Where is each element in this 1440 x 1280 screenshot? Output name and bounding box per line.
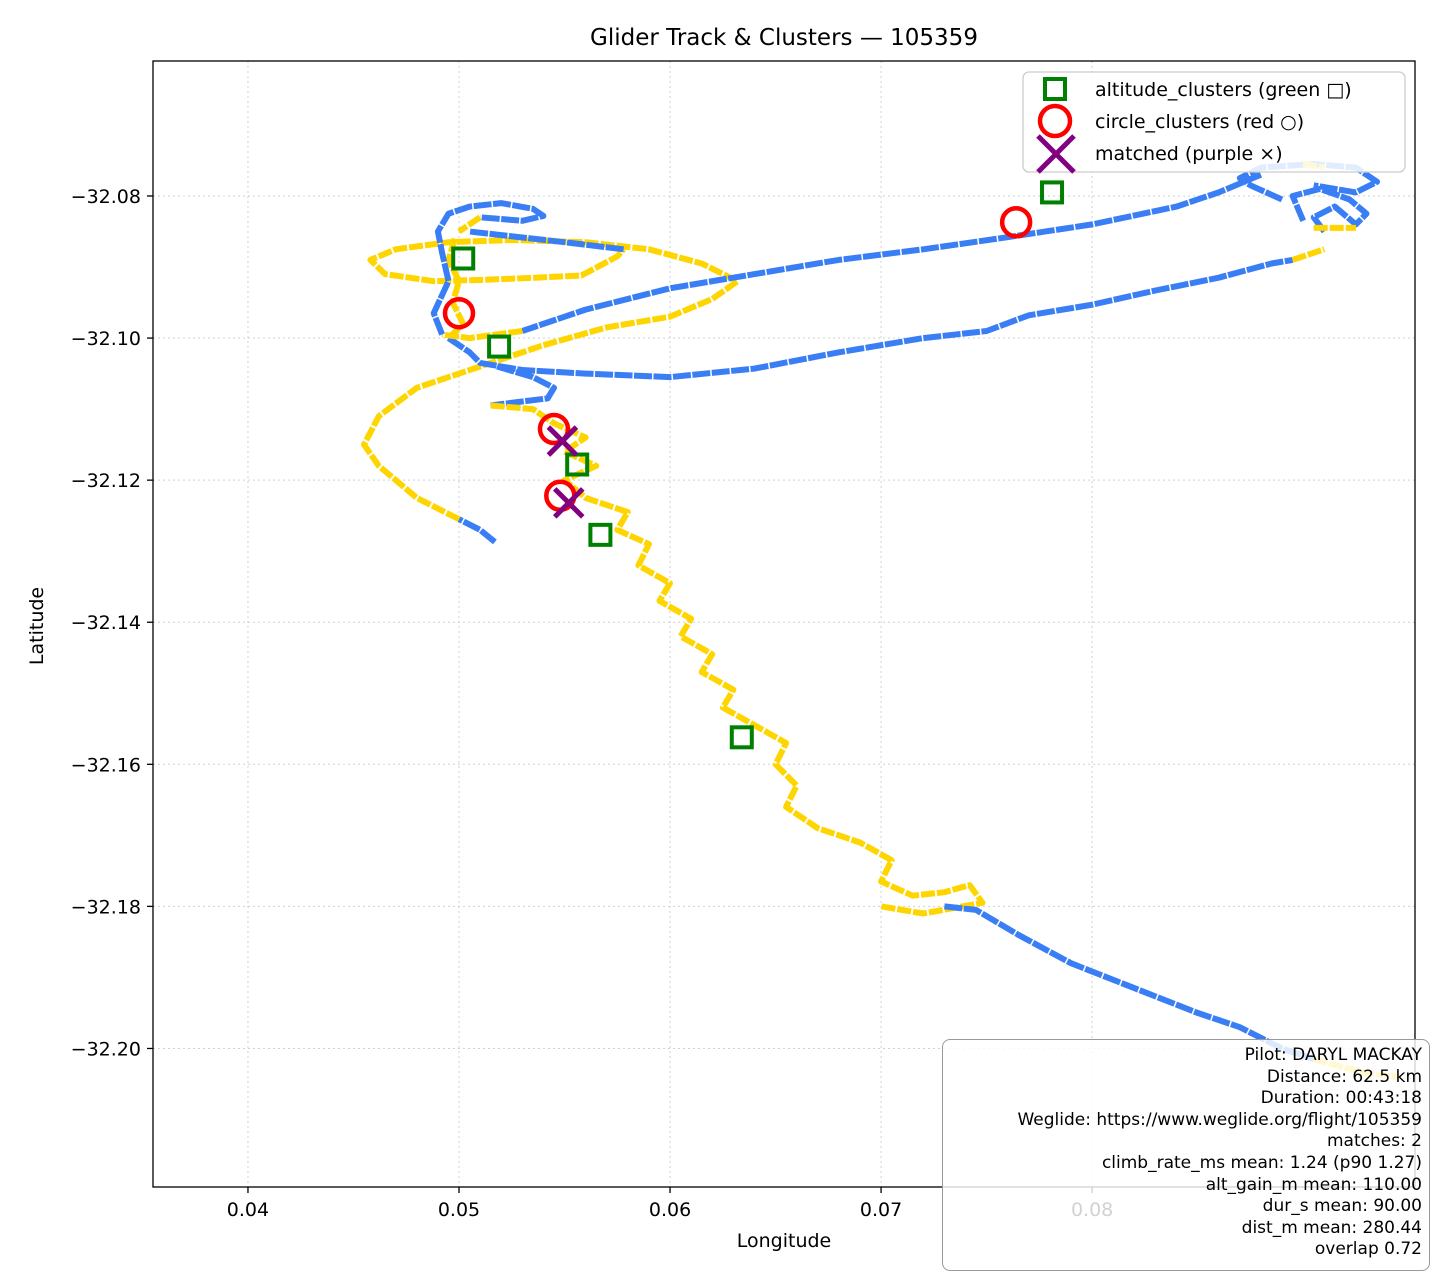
altitude-cluster-legend-marker <box>1043 77 1067 101</box>
x-tick-label: 0.04 <box>227 1199 269 1221</box>
cruise-track-segment <box>457 516 497 545</box>
stats-overlap: overlap 0.72 <box>1314 1239 1422 1260</box>
plot-frame <box>152 60 1416 1188</box>
y-tick-label: −32.14 <box>71 612 141 634</box>
altitude-cluster-marker <box>565 452 590 477</box>
cruise-track-segment <box>469 228 624 253</box>
altitude-cluster-marker <box>487 334 512 359</box>
matched-legend-marker <box>1036 134 1076 174</box>
stats-distance: Distance: 62.5 km <box>1266 1066 1422 1087</box>
flight-stats-box: Pilot: DARYL MACKAY Distance: 62.5 km Du… <box>942 1039 1430 1271</box>
cruise-track-segment <box>521 171 1263 334</box>
y-tick-label: −32.16 <box>71 754 141 776</box>
stats-duration: Duration: 00:43:18 <box>1260 1088 1422 1109</box>
altitude-cluster-marker <box>588 522 613 547</box>
cruise-track-segment <box>490 363 557 409</box>
y-tick-label: −32.12 <box>71 470 141 492</box>
climb-track-segment <box>457 214 482 234</box>
cruise-track-segment <box>1289 185 1370 234</box>
circle-cluster-legend-marker <box>1037 103 1073 139</box>
climb-track-segment <box>445 237 467 341</box>
x-tick-label: 0.05 <box>438 1199 480 1221</box>
altitude-cluster-marker <box>451 246 476 271</box>
legend-box <box>1022 71 1406 173</box>
climb-track-segment <box>361 237 741 522</box>
legend: altitude_clusters (green □) circle_clust… <box>1022 71 1406 174</box>
y-tick-label: −32.10 <box>71 328 141 350</box>
x-tick-label: 0.06 <box>649 1199 691 1221</box>
matched-marker <box>546 425 579 457</box>
cluster-markers <box>442 180 1065 750</box>
altitude-cluster-marker <box>1040 180 1065 205</box>
climb-track-segment <box>441 328 523 342</box>
stats-distance-mean: dist_m mean: 280.44 <box>1241 1217 1422 1238</box>
circle-cluster-marker <box>999 206 1033 239</box>
altitude-cluster-marker <box>729 725 754 750</box>
legend-label-altitude-clusters: altitude_clusters (green □) <box>1095 79 1352 101</box>
climb-track-segment <box>1291 246 1326 263</box>
legend-label-circle-clusters: circle_clusters (red ○) <box>1095 111 1304 133</box>
y-tick-label: −32.20 <box>71 1038 141 1060</box>
y-tick-label: −32.18 <box>71 896 141 918</box>
stats-climb-rate: climb_rate_ms mean: 1.24 (p90 1.27) <box>1101 1152 1422 1173</box>
stats-alt-gain: alt_gain_m mean: 110.00 <box>1205 1174 1422 1195</box>
y-tick-label: −32.08 <box>71 186 141 208</box>
y-axis-label: Latitude <box>26 587 48 665</box>
x-axis-label: Longitude <box>737 1230 832 1252</box>
cruise-track-segment <box>430 200 547 336</box>
cruise-track-segment <box>944 903 1315 1062</box>
stats-weglide-link: Weglide: https://www.weglide.org/flight/… <box>1017 1109 1422 1130</box>
gridlines <box>153 61 1415 1187</box>
circle-cluster-marker <box>442 296 476 330</box>
axis-ticks: 0.040.050.060.070.08−32.08−32.10−32.12−3… <box>71 186 1114 1221</box>
circle-cluster-marker <box>537 412 571 446</box>
track-layer <box>361 161 1399 1080</box>
stats-pilot: Pilot: DARYL MACKAY <box>1244 1045 1422 1065</box>
stats-duration-mean: dur_s mean: 90.00 <box>1262 1196 1422 1217</box>
matched-marker <box>552 487 585 519</box>
x-tick-label: 0.07 <box>860 1199 902 1221</box>
chart-title: Glider Track & Clusters — 105359 <box>590 25 978 51</box>
legend-label-matched: matched (purple ×) <box>1095 143 1283 165</box>
stats-matches: matches: 2 <box>1326 1131 1422 1152</box>
